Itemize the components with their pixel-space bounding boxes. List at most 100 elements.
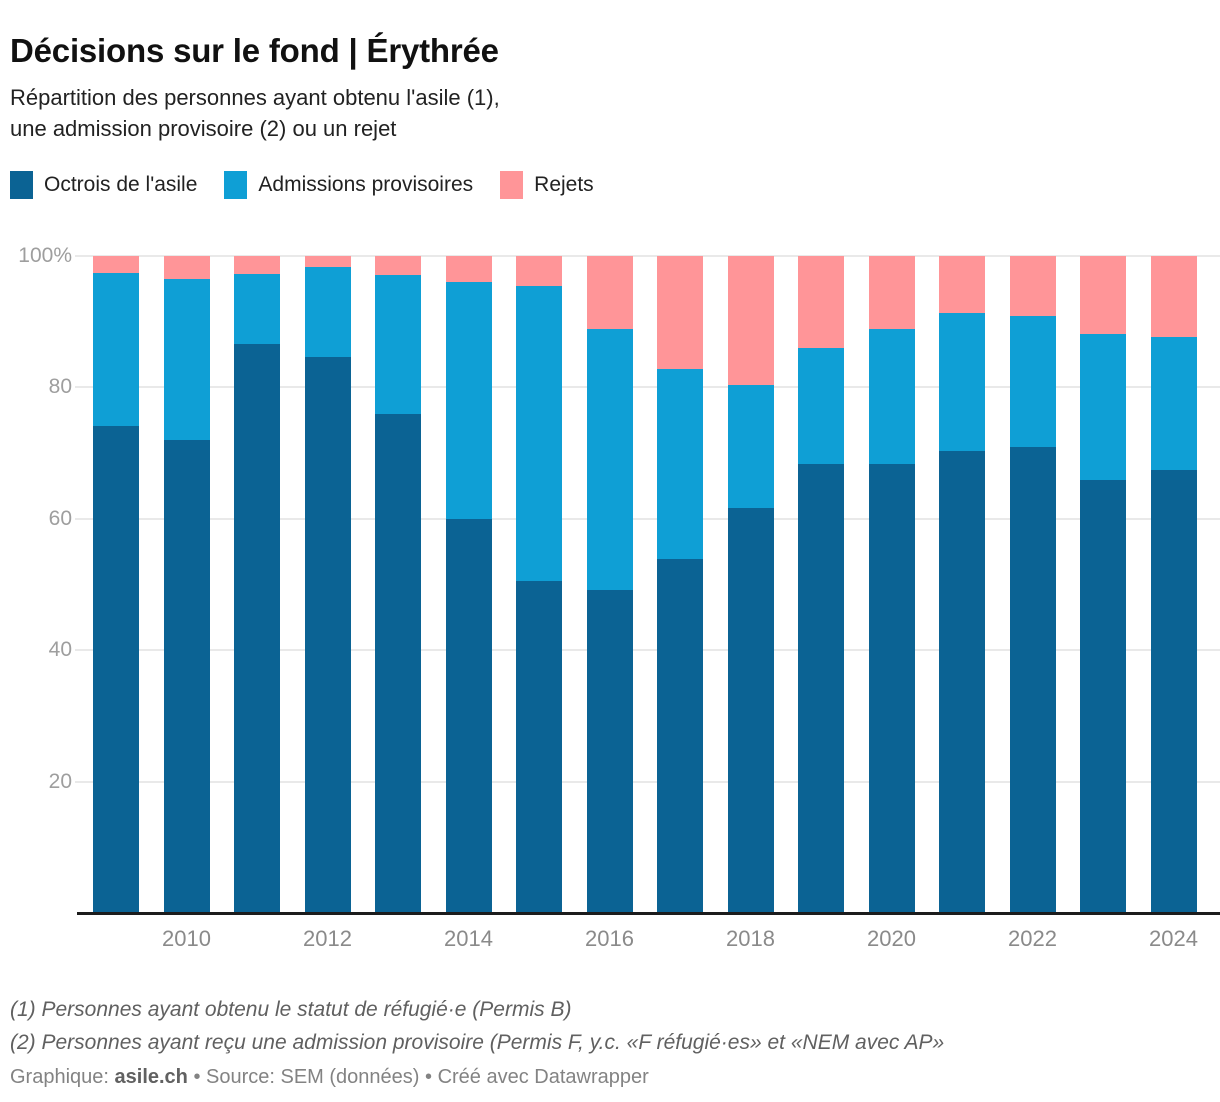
y-axis-label-100: 100% — [18, 244, 72, 267]
x-axis-label-2020: 2020 — [867, 926, 916, 951]
plot-area: 100% 80 60 40 20 2010 2012 2014 2016 2018 2020 2022… — [18, 245, 1220, 951]
segment-2017-octrois-de-l-asile[interactable] — [657, 558, 703, 913]
segment-2009-rejets[interactable] — [93, 256, 139, 274]
bar-2014[interactable] — [445, 256, 492, 913]
credit-brand[interactable]: asile.ch — [114, 1066, 188, 1088]
bar-2023[interactable] — [1080, 256, 1126, 913]
gridline-80 — [75, 386, 1220, 389]
segment-2022-admissions-provisoires[interactable] — [1009, 315, 1056, 448]
bar-2020[interactable] — [868, 256, 915, 913]
segment-2019-rejets[interactable] — [798, 256, 844, 348]
subtitle-line-2: une admission provisoire (2) ou un rejet — [10, 116, 397, 141]
segment-2016-rejets[interactable] — [586, 256, 633, 329]
segment-2018-admissions-provisoires[interactable] — [727, 384, 774, 508]
x-axis-label-2024: 2024 — [1149, 926, 1198, 951]
bar-2009[interactable] — [93, 256, 139, 913]
gridline-100 — [75, 255, 1220, 257]
credit-line: Graphique: asile.ch • Source: SEM (donné… — [10, 1066, 649, 1089]
gridline-20 — [75, 780, 1220, 783]
segment-2020-admissions-provisoires[interactable] — [868, 328, 915, 465]
segment-2013-admissions-provisoires[interactable] — [375, 275, 421, 414]
bar-2015[interactable] — [516, 256, 562, 913]
legend-swatch-octrois — [10, 171, 33, 199]
legend-item-octrois: Octrois de l'asile — [10, 171, 197, 199]
segment-2011-rejets[interactable] — [234, 256, 280, 274]
segment-2018-octrois-de-l-asile[interactable] — [727, 507, 774, 913]
segment-2023-octrois-de-l-asile[interactable] — [1080, 480, 1126, 913]
segment-2010-octrois-de-l-asile[interactable] — [163, 439, 210, 913]
segment-2024-rejets[interactable] — [1150, 256, 1197, 337]
legend-label-admissions: Admissions provisoires — [258, 173, 474, 196]
segment-2020-rejets[interactable] — [868, 256, 915, 329]
y-axis-label-80: 80 — [48, 375, 72, 399]
segment-2015-octrois-de-l-asile[interactable] — [516, 580, 562, 913]
segment-2021-admissions-provisoires[interactable] — [939, 312, 985, 452]
credit-prefix: Graphique: — [10, 1066, 115, 1088]
bar-2022[interactable] — [1009, 256, 1056, 913]
segment-2024-octrois-de-l-asile[interactable] — [1150, 469, 1197, 913]
legend-label-octrois: Octrois de l'asile — [44, 173, 198, 196]
bar-2018[interactable] — [727, 256, 774, 913]
bar-2013[interactable] — [375, 256, 421, 913]
segment-2024-admissions-provisoires[interactable] — [1150, 336, 1197, 470]
page-title: Décisions sur le fond | Érythrée — [10, 32, 499, 70]
segment-2014-admissions-provisoires[interactable] — [445, 282, 492, 519]
legend-item-admissions: Admissions provisoires — [224, 171, 473, 199]
legend-swatch-rejets — [500, 171, 524, 199]
y-axis-label-60: 60 — [48, 506, 72, 530]
segment-2011-admissions-provisoires[interactable] — [234, 273, 280, 345]
segment-2014-octrois-de-l-asile[interactable] — [445, 518, 492, 913]
segment-2013-octrois-de-l-asile[interactable] — [375, 413, 421, 913]
x-axis-label-2012: 2012 — [303, 926, 352, 951]
credit-rest: • Source: SEM (données) • Créé avec Data… — [187, 1066, 649, 1088]
segment-2019-admissions-provisoires[interactable] — [798, 348, 844, 464]
segment-2010-rejets[interactable] — [163, 256, 210, 280]
segment-2021-rejets[interactable] — [939, 256, 985, 313]
segment-2017-admissions-provisoires[interactable] — [657, 369, 703, 559]
segment-2014-rejets[interactable] — [445, 256, 492, 283]
bar-2019[interactable] — [798, 256, 844, 913]
x-axis-label-2016: 2016 — [585, 926, 634, 951]
segment-2012-admissions-provisoires[interactable] — [304, 267, 351, 358]
segment-2021-octrois-de-l-asile[interactable] — [939, 451, 985, 913]
segment-2022-rejets[interactable] — [1009, 256, 1056, 316]
legend: Octrois de l'asile Admissions provisoire… — [10, 171, 594, 199]
segment-2019-octrois-de-l-asile[interactable] — [798, 463, 844, 913]
segment-2020-octrois-de-l-asile[interactable] — [868, 464, 915, 913]
segment-2012-rejets[interactable] — [304, 256, 351, 268]
legend-label-rejets: Rejets — [534, 173, 594, 196]
segment-2018-rejets[interactable] — [727, 256, 774, 385]
x-axis-line — [77, 912, 1220, 915]
segment-2015-admissions-provisoires[interactable] — [516, 286, 562, 581]
bar-2017[interactable] — [657, 256, 703, 913]
segment-2010-admissions-provisoires[interactable] — [163, 279, 210, 440]
segment-2015-rejets[interactable] — [516, 256, 562, 287]
legend-swatch-admissions — [224, 171, 248, 199]
x-axis-label-2010: 2010 — [162, 926, 211, 951]
segment-2013-rejets[interactable] — [375, 256, 421, 276]
segment-2016-octrois-de-l-asile[interactable] — [586, 589, 633, 913]
x-axis-label-2014: 2014 — [444, 926, 493, 951]
chart-subtitle: Répartition des personnes ayant obtenu l… — [10, 82, 500, 144]
segment-2009-octrois-de-l-asile[interactable] — [93, 425, 139, 913]
footnote-2: (2) Personnes ayant reçu une admission p… — [10, 1031, 945, 1054]
segment-2023-rejets[interactable] — [1080, 256, 1126, 335]
gridline-40 — [75, 649, 1220, 652]
footnote-1: (1) Personnes ayant obtenu le statut de … — [10, 998, 572, 1021]
segment-2023-admissions-provisoires[interactable] — [1080, 334, 1126, 481]
bar-2011[interactable] — [234, 256, 280, 913]
bar-2021[interactable] — [939, 256, 985, 913]
segment-2012-octrois-de-l-asile[interactable] — [304, 357, 351, 913]
legend-item-rejets: Rejets — [500, 171, 594, 199]
segment-2022-octrois-de-l-asile[interactable] — [1009, 447, 1056, 913]
segment-2016-admissions-provisoires[interactable] — [586, 328, 633, 590]
segment-2011-octrois-de-l-asile[interactable] — [234, 344, 280, 913]
bar-2012[interactable] — [304, 256, 351, 913]
bar-2024[interactable] — [1150, 256, 1197, 913]
bar-2016[interactable] — [586, 256, 633, 913]
gridline-60 — [75, 517, 1220, 520]
segment-2017-rejets[interactable] — [657, 256, 703, 370]
segment-2009-admissions-provisoires[interactable] — [93, 273, 139, 426]
bar-2010[interactable] — [163, 256, 210, 913]
